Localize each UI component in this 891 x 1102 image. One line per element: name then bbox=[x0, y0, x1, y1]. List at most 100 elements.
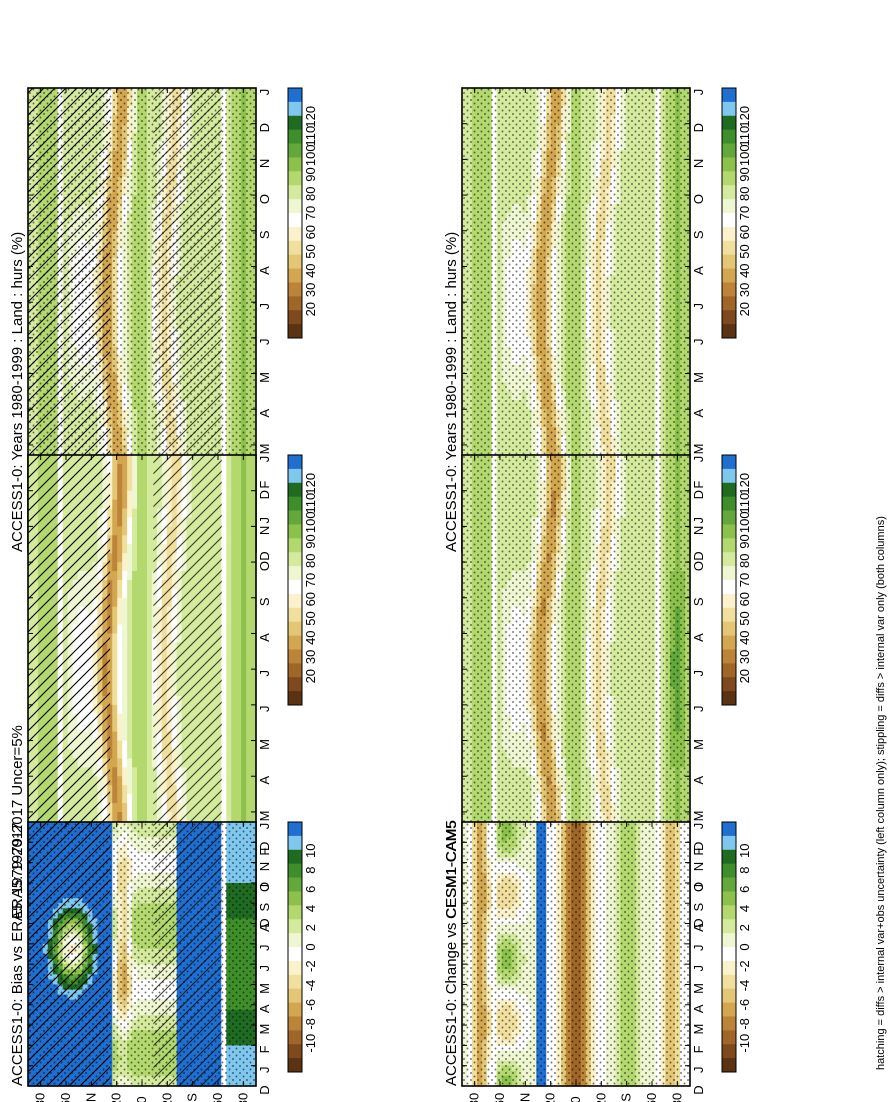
heatmap-cell bbox=[251, 713, 257, 724]
heatmap-cell bbox=[231, 678, 237, 688]
heatmap-cell bbox=[122, 490, 128, 501]
heatmap-cell bbox=[221, 624, 227, 635]
heatmap-cell bbox=[236, 588, 242, 599]
heatmap-cell bbox=[142, 678, 148, 688]
heatmap-cell bbox=[132, 678, 138, 688]
heatmap-cell bbox=[112, 499, 118, 510]
heatmap-cell bbox=[226, 669, 232, 679]
month-tick-label: O bbox=[257, 561, 272, 571]
heatmap-cell bbox=[221, 695, 227, 706]
heatmap-cell bbox=[137, 588, 143, 599]
heatmap-cell bbox=[146, 704, 153, 715]
heatmap-cell bbox=[127, 758, 133, 768]
heatmap-cell bbox=[246, 785, 252, 795]
heatmap-cell bbox=[127, 544, 133, 554]
heatmap-cell bbox=[142, 642, 148, 652]
month-tick-label: D bbox=[257, 490, 272, 499]
heatmap-cell bbox=[251, 731, 257, 742]
heatmap-cell bbox=[142, 749, 148, 759]
heatmap-cell bbox=[117, 758, 123, 768]
heatmap-cell bbox=[142, 606, 148, 617]
heatmap-cell bbox=[236, 811, 242, 822]
heatmap-cell bbox=[251, 687, 257, 697]
heatmap-cell bbox=[132, 544, 138, 554]
heatmap-cell bbox=[221, 490, 227, 501]
heatmap-cell bbox=[127, 571, 133, 581]
heatmap-cell bbox=[246, 463, 252, 474]
heatmap-cell bbox=[236, 615, 242, 626]
heatmap-cell bbox=[132, 695, 138, 706]
month-tick-label: D bbox=[257, 123, 272, 132]
heatmap-cell bbox=[246, 481, 252, 492]
heatmap-cell bbox=[231, 811, 237, 822]
heatmap-cell bbox=[226, 588, 232, 599]
heatmap-cell bbox=[137, 794, 143, 804]
heatmap-cell bbox=[246, 669, 252, 679]
heatmap-cell bbox=[221, 544, 227, 554]
heatmap-cell bbox=[236, 776, 242, 786]
heatmap-cell bbox=[117, 785, 123, 795]
heatmap-cell bbox=[137, 704, 143, 715]
heatmap-cell bbox=[231, 588, 237, 599]
heatmap-cell bbox=[246, 704, 252, 715]
heatmap-cell bbox=[241, 749, 247, 759]
month-tick-label: J bbox=[257, 706, 272, 713]
heatmap-cell bbox=[231, 794, 237, 804]
heatmap-cell bbox=[246, 606, 252, 617]
heatmap-cell bbox=[117, 472, 123, 483]
heatmap-cell bbox=[122, 740, 128, 751]
heatmap-cell bbox=[146, 624, 153, 635]
heatmap-cell bbox=[132, 794, 138, 804]
heatmap-cell bbox=[221, 571, 227, 581]
heatmap-cell bbox=[241, 499, 247, 510]
heatmap-cell bbox=[142, 544, 148, 554]
heatmap-cell bbox=[112, 624, 118, 635]
heatmap-cell bbox=[112, 678, 118, 688]
heatmap-cell bbox=[122, 713, 128, 724]
heatmap-cell bbox=[241, 785, 247, 795]
heatmap-cell bbox=[221, 776, 227, 786]
heatmap-cell bbox=[221, 794, 227, 804]
heatmap-cell bbox=[112, 508, 118, 519]
heatmap-cell bbox=[142, 499, 148, 510]
heatmap-cell bbox=[221, 749, 227, 759]
heatmap-cell bbox=[137, 731, 143, 742]
heatmap-cell bbox=[117, 803, 123, 813]
heatmap-cell bbox=[236, 713, 242, 724]
heatmap-cell bbox=[236, 463, 242, 474]
heatmap-cell bbox=[231, 749, 237, 759]
heatmap-cell bbox=[117, 526, 123, 536]
heatmap-cell bbox=[122, 472, 128, 483]
heatmap-cell bbox=[236, 562, 242, 572]
heatmap-cell bbox=[231, 687, 237, 697]
heatmap-cell bbox=[146, 499, 153, 510]
heatmap-cell bbox=[241, 642, 247, 652]
heatmap-cell bbox=[127, 722, 133, 733]
heatmap-cell bbox=[122, 811, 128, 822]
heatmap-cell bbox=[127, 481, 133, 492]
heatmap-cell bbox=[246, 713, 252, 724]
heatmap-cell bbox=[142, 731, 148, 742]
month-tick-label: J bbox=[257, 884, 272, 891]
heatmap-cell bbox=[132, 651, 138, 661]
heatmap-cell bbox=[251, 776, 257, 786]
heatmap-cell bbox=[251, 695, 257, 706]
heatmap-cell bbox=[226, 615, 232, 626]
heatmap-cell bbox=[137, 669, 143, 679]
heatmap-cell bbox=[146, 758, 153, 768]
heatmap-cell bbox=[142, 687, 148, 697]
month-tick-label: F bbox=[257, 481, 272, 489]
heatmap-cell bbox=[226, 749, 232, 759]
heatmap-cell bbox=[231, 624, 237, 635]
heatmap-cell bbox=[246, 678, 252, 688]
heatmap-cell bbox=[142, 794, 148, 804]
heatmap-cell bbox=[142, 722, 148, 733]
heatmap-cell bbox=[231, 615, 237, 626]
heatmap-cell bbox=[231, 579, 237, 590]
heatmap-cell bbox=[246, 749, 252, 759]
heatmap-cell bbox=[241, 624, 247, 635]
heatmap-cell bbox=[251, 526, 257, 536]
heatmap-cell bbox=[122, 660, 128, 670]
heatmap-cell bbox=[221, 633, 227, 643]
heatmap-cell bbox=[127, 606, 133, 617]
